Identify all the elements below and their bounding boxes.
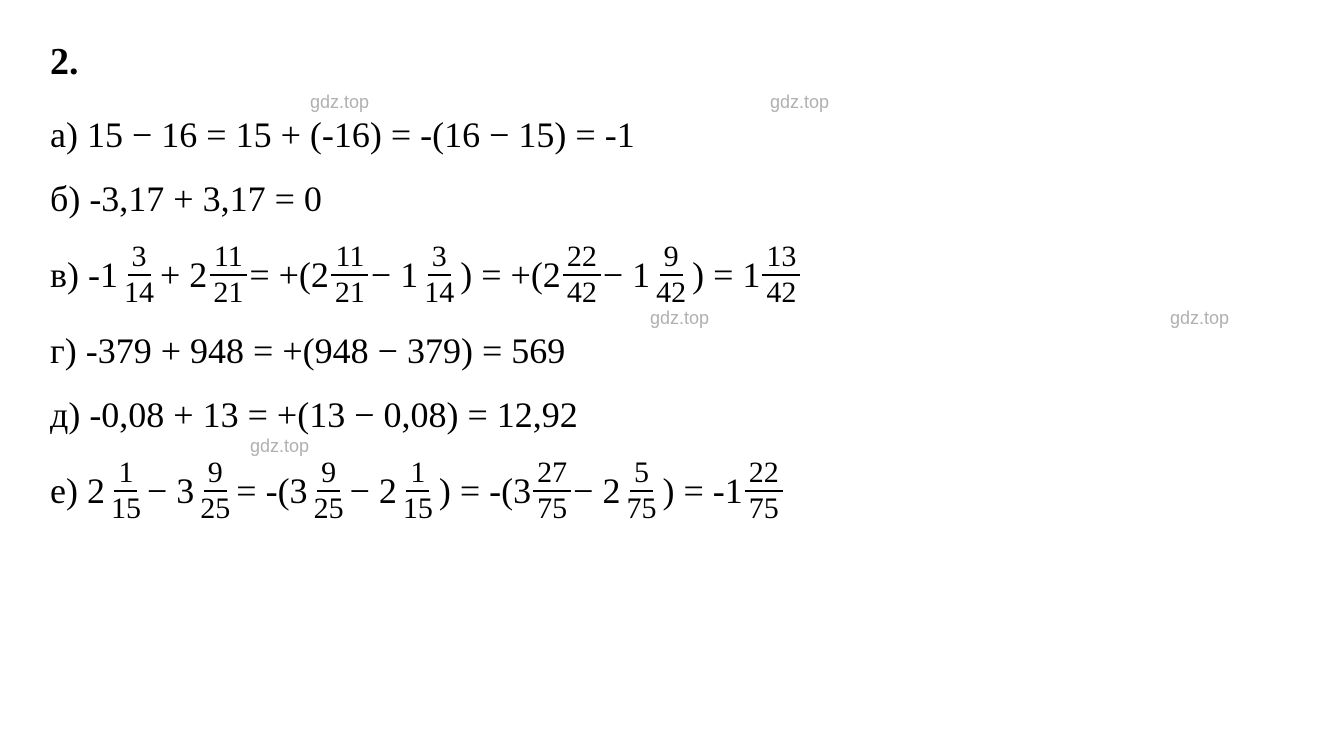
fraction: 22 75 xyxy=(745,458,783,524)
fraction-denominator: 14 xyxy=(420,276,458,308)
fraction: 9 25 xyxy=(310,458,348,524)
fraction-numerator: 22 xyxy=(745,458,783,492)
problem-number: 2. xyxy=(50,40,1291,84)
watermark-text: gdz.top xyxy=(250,436,309,457)
fraction-denominator: 75 xyxy=(745,492,783,524)
fraction-denominator: 75 xyxy=(622,492,660,524)
expression-text: = +(2 xyxy=(249,254,329,296)
fraction: 11 21 xyxy=(331,242,369,308)
fraction-denominator: 15 xyxy=(107,492,145,524)
line-b: б) -3,17 + 3,17 = 0 xyxy=(50,178,1291,220)
fraction-numerator: 5 xyxy=(630,458,653,492)
fraction: 3 14 xyxy=(120,242,158,308)
fraction: 11 21 xyxy=(209,242,247,308)
expression-text xyxy=(80,394,89,436)
fraction-denominator: 21 xyxy=(209,276,247,308)
fraction-numerator: 13 xyxy=(762,242,800,276)
watermark-text: gdz.top xyxy=(770,92,829,113)
expression-text: ) = -1 xyxy=(662,470,742,512)
fraction-denominator: 75 xyxy=(533,492,571,524)
expression-text: ) = 1 xyxy=(692,254,760,296)
line-label: г) xyxy=(50,330,77,372)
fraction-numerator: 3 xyxy=(128,242,151,276)
fraction-numerator: 9 xyxy=(660,242,683,276)
fraction: 1 15 xyxy=(399,458,437,524)
fraction-numerator: 11 xyxy=(210,242,247,276)
fraction: 1 15 xyxy=(107,458,145,524)
fraction: 5 75 xyxy=(622,458,660,524)
expression-text: -379 + 948 = +(948 − 379) = 569 xyxy=(86,330,565,372)
watermark-text: gdz.top xyxy=(1170,308,1229,329)
expression-text: + 2 xyxy=(160,254,207,296)
fraction-denominator: 42 xyxy=(762,276,800,308)
fraction-denominator: 42 xyxy=(563,276,601,308)
expression-text xyxy=(80,178,89,220)
expression-text: -0,08 + 13 = +(13 − 0,08) = 12,92 xyxy=(89,394,577,436)
expression-text: 2 xyxy=(87,470,105,512)
line-label: а) xyxy=(50,114,78,156)
line-e: gdz.top д) -0,08 + 13 = +(13 − 0,08) = 1… xyxy=(50,394,1291,436)
expression-segment: -1 3 14 + 2 11 21 = +(2 11 21 − 1 3 14 )… xyxy=(88,242,802,308)
watermark-text: gdz.top xyxy=(310,92,369,113)
expression-text: ) = -(3 xyxy=(439,470,531,512)
fraction-numerator: 9 xyxy=(204,458,227,492)
fraction-numerator: 3 xyxy=(428,242,451,276)
fraction-denominator: 14 xyxy=(120,276,158,308)
line-f: е) 2 1 15 − 3 9 25 = -(3 9 25 − 2 1 15 )… xyxy=(50,458,1291,524)
expression-text xyxy=(77,330,86,372)
fraction: 27 75 xyxy=(533,458,571,524)
line-d: gdz.top gdz.top г) -379 + 948 = +(948 − … xyxy=(50,330,1291,372)
expression-text: 15 − 16 = 15 + (-16) = -(16 − 15) = -1 xyxy=(87,114,635,156)
line-label: д) xyxy=(50,394,80,436)
expression-text: − 2 xyxy=(350,470,397,512)
expression-text: -3,17 + 3,17 = 0 xyxy=(89,178,322,220)
expression-text: ) = +(2 xyxy=(460,254,561,296)
expression-text: − 2 xyxy=(573,470,620,512)
fraction-denominator: 15 xyxy=(399,492,437,524)
fraction-denominator: 42 xyxy=(652,276,690,308)
fraction: 9 42 xyxy=(652,242,690,308)
watermark-text: gdz.top xyxy=(650,308,709,329)
fraction: 3 14 xyxy=(420,242,458,308)
fraction: 13 42 xyxy=(762,242,800,308)
line-a: gdz.top gdz.top а) 15 − 16 = 15 + (-16) … xyxy=(50,114,1291,156)
expression-text: − 1 xyxy=(603,254,650,296)
expression-text xyxy=(78,470,87,512)
fraction-denominator: 25 xyxy=(310,492,348,524)
fraction-numerator: 9 xyxy=(317,458,340,492)
fraction-numerator: 27 xyxy=(533,458,571,492)
line-label: б) xyxy=(50,178,80,220)
expression-text: − 1 xyxy=(371,254,418,296)
expression-text xyxy=(79,254,88,296)
expression-segment: 2 1 15 − 3 9 25 = -(3 9 25 − 2 1 15 ) = … xyxy=(87,458,785,524)
fraction: 22 42 xyxy=(563,242,601,308)
line-label: в) xyxy=(50,254,79,296)
expression-text: = -(3 xyxy=(236,470,307,512)
expression-text xyxy=(78,114,87,156)
fraction-numerator: 1 xyxy=(114,458,137,492)
fraction-denominator: 25 xyxy=(196,492,234,524)
fraction-numerator: 1 xyxy=(406,458,429,492)
expression-text: -1 xyxy=(88,254,118,296)
expression-text: − 3 xyxy=(147,470,194,512)
fraction-numerator: 11 xyxy=(331,242,368,276)
fraction-numerator: 22 xyxy=(563,242,601,276)
fraction: 9 25 xyxy=(196,458,234,524)
line-c: в) -1 3 14 + 2 11 21 = +(2 11 21 − 1 3 1… xyxy=(50,242,1291,308)
line-label: е) xyxy=(50,470,78,512)
fraction-denominator: 21 xyxy=(331,276,369,308)
